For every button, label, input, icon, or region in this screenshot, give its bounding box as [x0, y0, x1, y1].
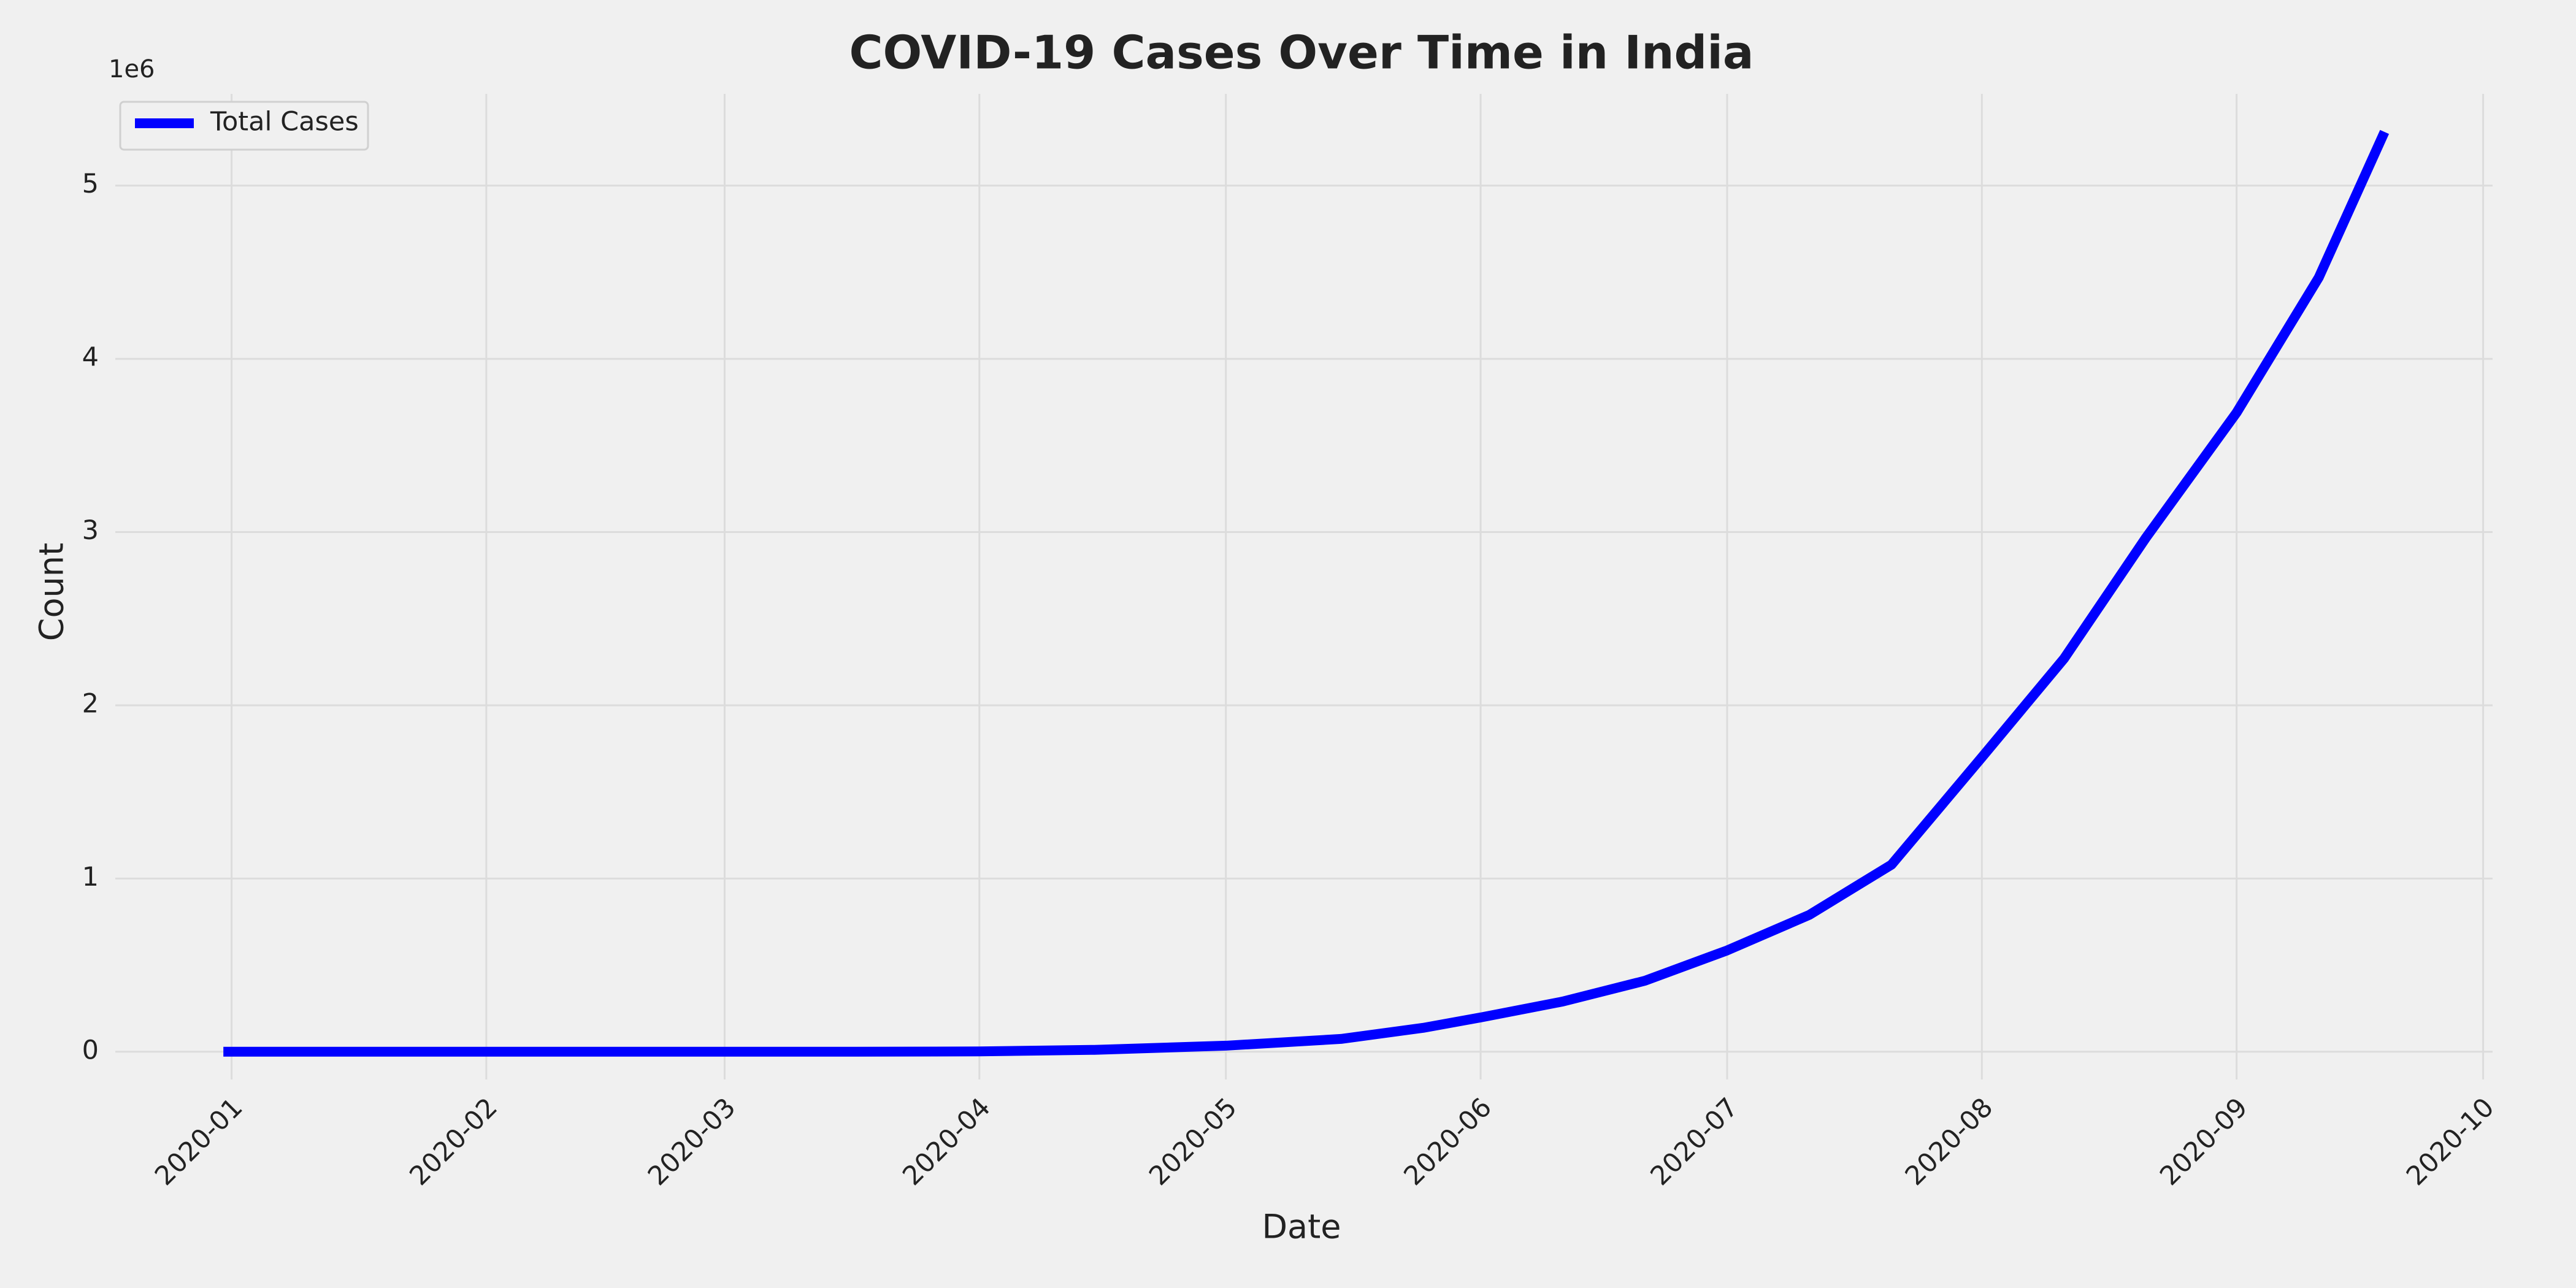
y-tick-label: 1: [82, 862, 99, 892]
legend-box: [119, 101, 369, 151]
y-offset-label: 1e6: [109, 55, 155, 83]
x-axis-label: Date: [1262, 1208, 1341, 1246]
legend-label: Total Cases: [210, 107, 359, 137]
y-tick-label: 3: [82, 515, 99, 546]
y-tick-label: 2: [82, 688, 99, 719]
data-line: [223, 129, 2390, 1057]
y-axis-label: Count: [33, 543, 71, 641]
y-tick-label: 5: [82, 169, 99, 199]
y-tick-label: 4: [82, 342, 99, 373]
chart-title: COVID-19 Cases Over Time in India: [849, 26, 1754, 80]
y-tick-label: 0: [82, 1035, 99, 1065]
